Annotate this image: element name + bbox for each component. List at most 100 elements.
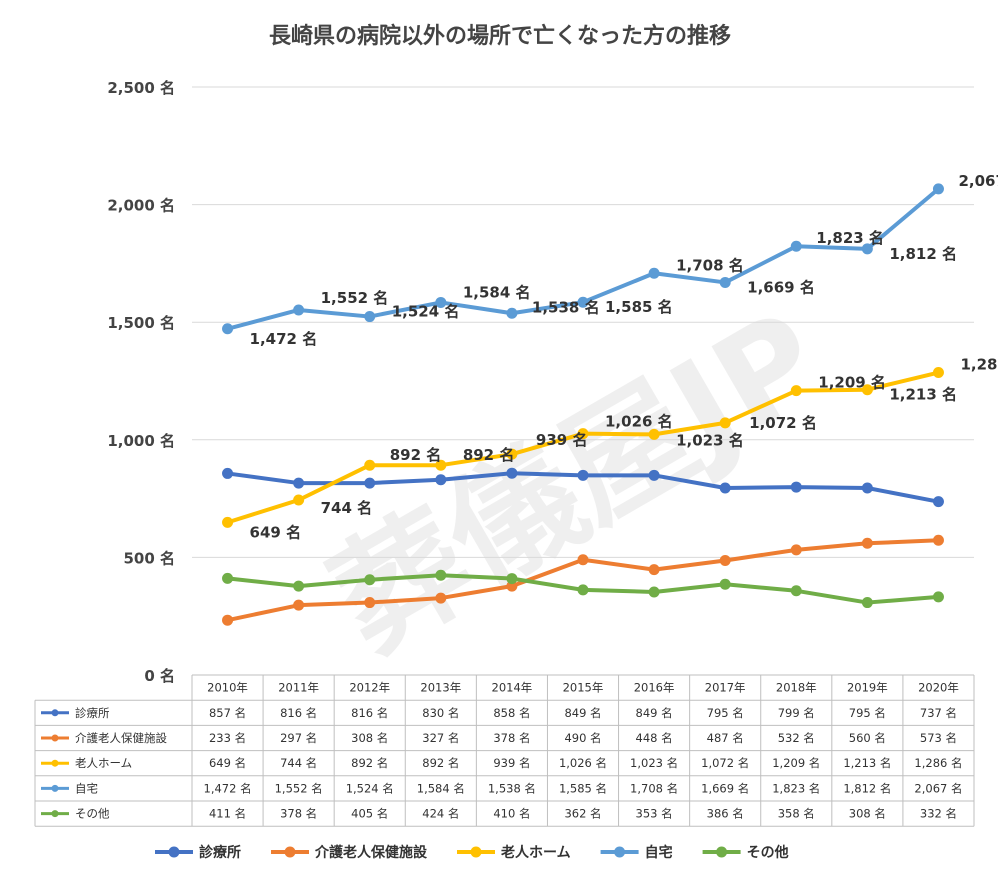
- data-label: 1,823 名: [816, 229, 884, 247]
- table-cell: 857 名: [209, 706, 246, 720]
- data-label: 1,286 名: [960, 356, 998, 374]
- series-1: [222, 534, 944, 626]
- legend: 診療所 介護老人保健施設 老人ホーム 自宅 その他: [155, 844, 789, 861]
- table-cell: 327 名: [422, 731, 459, 745]
- table-row-header: 自宅: [75, 781, 98, 795]
- data-point: [435, 569, 447, 581]
- data-label: 744 名: [321, 499, 373, 517]
- table-cell: 297 名: [280, 731, 317, 745]
- data-point: [364, 459, 376, 471]
- legend-marker: [168, 846, 180, 858]
- table-cell: 2,067 名: [914, 781, 962, 795]
- table-cell: 1,209 名: [772, 756, 820, 770]
- table-cell: 532 名: [778, 731, 815, 745]
- data-point: [577, 296, 589, 308]
- y-axis: 0 名 500 名 1,000 名 1,500 名 2,000 名 2,500 名: [107, 79, 175, 685]
- data-point: [648, 564, 660, 576]
- data-point: [435, 296, 447, 308]
- legend-marker: [284, 846, 296, 858]
- table-header-year: 2016年: [634, 681, 675, 695]
- table-cell: 1,213 名: [843, 756, 891, 770]
- table-cell: 1,812 名: [843, 781, 891, 795]
- table-cell: 737 名: [920, 706, 957, 720]
- data-label: 1,023 名: [676, 431, 744, 449]
- table-cell: 1,286 名: [914, 756, 962, 770]
- table-key-marker: [51, 709, 59, 717]
- data-point: [719, 578, 731, 590]
- data-point: [222, 572, 234, 584]
- data-point: [293, 580, 305, 592]
- legend-label: その他: [747, 844, 789, 861]
- table-key-marker: [51, 759, 59, 767]
- data-point: [364, 574, 376, 586]
- table-cell: 448 名: [636, 731, 673, 745]
- table-cell: 411 名: [209, 807, 246, 821]
- data-point: [648, 586, 660, 598]
- legend-marker: [716, 846, 728, 858]
- chart-title: 長崎県の病院以外の場所で亡くなった方の推移: [269, 23, 731, 49]
- data-point: [293, 494, 305, 506]
- series-lines: [222, 183, 944, 626]
- data-point: [861, 537, 873, 549]
- data-point: [932, 367, 944, 379]
- data-point: [719, 554, 731, 566]
- data-point: [364, 311, 376, 323]
- table-cell: 849 名: [636, 706, 673, 720]
- legend-marker: [470, 846, 482, 858]
- table-row-header: その他: [75, 807, 110, 821]
- table-cell: 378 名: [280, 807, 317, 821]
- table-cell: 1,585 名: [559, 781, 607, 795]
- table-header-year: 2010年: [207, 681, 248, 695]
- table-cell: 795 名: [707, 706, 744, 720]
- data-point: [719, 482, 731, 494]
- data-label: 1,669 名: [747, 278, 815, 296]
- data-label: 1,552 名: [321, 289, 389, 307]
- table-cell: 362 名: [564, 807, 601, 821]
- data-point: [435, 474, 447, 486]
- data-point: [719, 276, 731, 288]
- table-cell: 490 名: [564, 731, 601, 745]
- data-point: [790, 585, 802, 597]
- data-label: 892 名: [463, 446, 515, 464]
- data-point: [222, 323, 234, 335]
- data-point: [577, 469, 589, 481]
- data-point: [648, 267, 660, 279]
- data-label: 649 名: [250, 523, 302, 541]
- data-point: [719, 417, 731, 429]
- data-point: [293, 599, 305, 611]
- table-cell: 1,072 名: [701, 756, 749, 770]
- data-point: [506, 573, 518, 585]
- data-point: [435, 592, 447, 604]
- data-point: [364, 597, 376, 609]
- table-cell: 378 名: [493, 731, 530, 745]
- table-cell: 487 名: [707, 731, 744, 745]
- table-cell: 1,669 名: [701, 781, 749, 795]
- table-cell: 1,552 名: [275, 781, 323, 795]
- data-point: [506, 448, 518, 460]
- data-label: 1,026 名: [605, 413, 673, 431]
- data-label: 1,585 名: [605, 298, 673, 316]
- data-label: 1,708 名: [676, 256, 744, 274]
- y-tick-label: 500 名: [123, 549, 175, 567]
- table-cell: 795 名: [849, 706, 886, 720]
- table-cell: 358 名: [778, 807, 815, 821]
- table-cell: 1,708 名: [630, 781, 678, 795]
- data-point: [222, 516, 234, 528]
- data-point: [790, 544, 802, 556]
- table-cell: 332 名: [920, 807, 957, 821]
- data-point: [506, 307, 518, 319]
- data-point: [222, 614, 234, 626]
- data-point: [790, 385, 802, 397]
- data-point: [577, 584, 589, 596]
- legend-item: その他: [702, 844, 789, 861]
- table-cell: 939 名: [493, 756, 530, 770]
- data-label: 1,812 名: [889, 245, 957, 263]
- legend-label: 診療所: [199, 844, 241, 861]
- table-key-marker: [51, 784, 59, 792]
- table-header-year: 2015年: [563, 681, 604, 695]
- data-point: [932, 183, 944, 195]
- table-row-header: 老人ホーム: [75, 756, 132, 770]
- gridlines: [192, 86, 974, 558]
- table-cell: 1,472 名: [204, 781, 252, 795]
- table-cell: 858 名: [493, 706, 530, 720]
